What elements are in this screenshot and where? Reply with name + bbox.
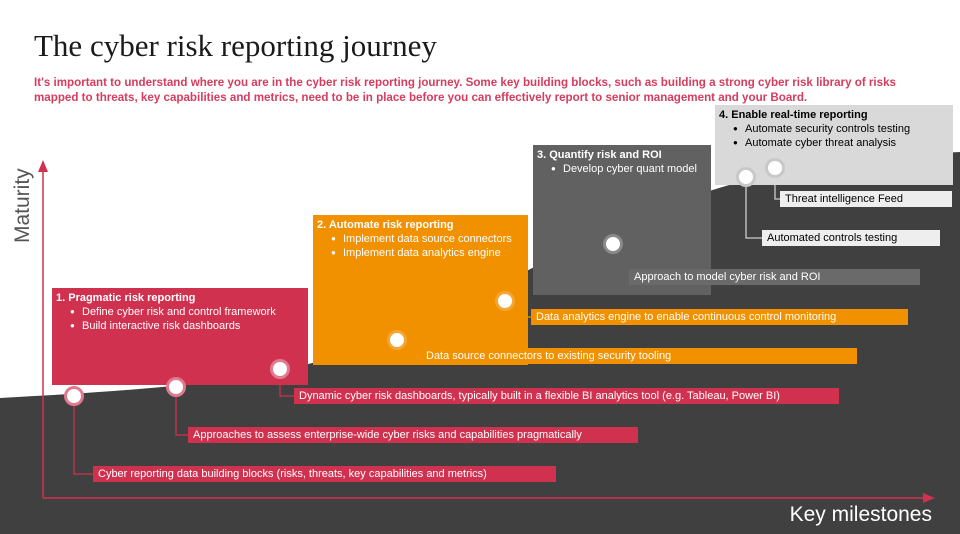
milestone-marker-7: [736, 167, 756, 187]
y-axis-arrow: [38, 160, 48, 172]
milestone-marker-8: [765, 158, 785, 178]
x-axis-arrow: [923, 493, 935, 503]
x-axis-label: Key milestones: [789, 503, 932, 526]
milestone-label-5: Data analytics engine to enable continuo…: [531, 309, 908, 325]
stage-3-bullet: Develop cyber quant model: [551, 162, 711, 176]
page-subtitle: It's important to understand where you a…: [34, 76, 896, 104]
stage-3-heading: 3. Quantify risk and ROI: [537, 149, 662, 161]
y-axis-label-wrap: Maturity: [8, 163, 38, 243]
stage-2-heading: 2. Automate risk reporting: [317, 219, 454, 231]
milestone-marker-5: [495, 291, 515, 311]
connector-1: [73, 396, 93, 475]
stage-2-bullet: Implement data source connectors: [331, 232, 528, 246]
milestone-label-7: Automated controls testing: [762, 230, 940, 246]
stage-4-heading: 4. Enable real-time reporting: [719, 109, 868, 121]
milestone-label-3: Dynamic cyber risk dashboards, typically…: [294, 388, 839, 404]
connector-7: [745, 177, 762, 239]
stage-3-bullets: Develop cyber quant model: [537, 162, 711, 176]
milestone-label-2: Approaches to assess enterprise-wide cyb…: [188, 427, 638, 443]
milestone-label-1: Cyber reporting data building blocks (ri…: [93, 466, 556, 482]
y-axis-label: Maturity: [11, 168, 34, 243]
milestone-marker-3: [270, 359, 290, 379]
milestone-label-8: Threat intelligence Feed: [780, 191, 952, 207]
stage-1-bullet: Build interactive risk dashboards: [70, 319, 308, 333]
milestone-marker-1: [64, 386, 84, 406]
page-title: The cyber risk reporting journey: [34, 28, 437, 63]
stage-2-bullet: Implement data analytics engine: [331, 246, 528, 260]
milestone-label-6: Approach to model cyber risk and ROI: [629, 269, 920, 285]
stage-1-bullet: Define cyber risk and control framework: [70, 305, 308, 319]
stage-1-heading: 1. Pragmatic risk reporting: [56, 292, 196, 304]
milestone-label-4: Data source connectors to existing secur…: [421, 348, 857, 364]
stage-2-bullets: Implement data source connectors Impleme…: [317, 232, 528, 260]
stage-4-box: 4. Enable real-time reporting Automate s…: [715, 105, 953, 185]
stage-2-box: 2. Automate risk reporting Implement dat…: [313, 215, 528, 365]
stage-4-bullets: Automate security controls testing Autom…: [719, 122, 953, 150]
stage-4-bullet: Automate security controls testing: [733, 122, 953, 136]
stage-1-bullets: Define cyber risk and control framework …: [56, 305, 308, 333]
milestone-marker-4: [387, 330, 407, 350]
milestone-marker-2: [166, 377, 186, 397]
stage-1-box: 1. Pragmatic risk reporting Define cyber…: [52, 288, 308, 385]
milestone-marker-6: [603, 234, 623, 254]
stage-4-bullet: Automate cyber threat analysis: [733, 136, 953, 150]
connector-2: [175, 387, 188, 436]
